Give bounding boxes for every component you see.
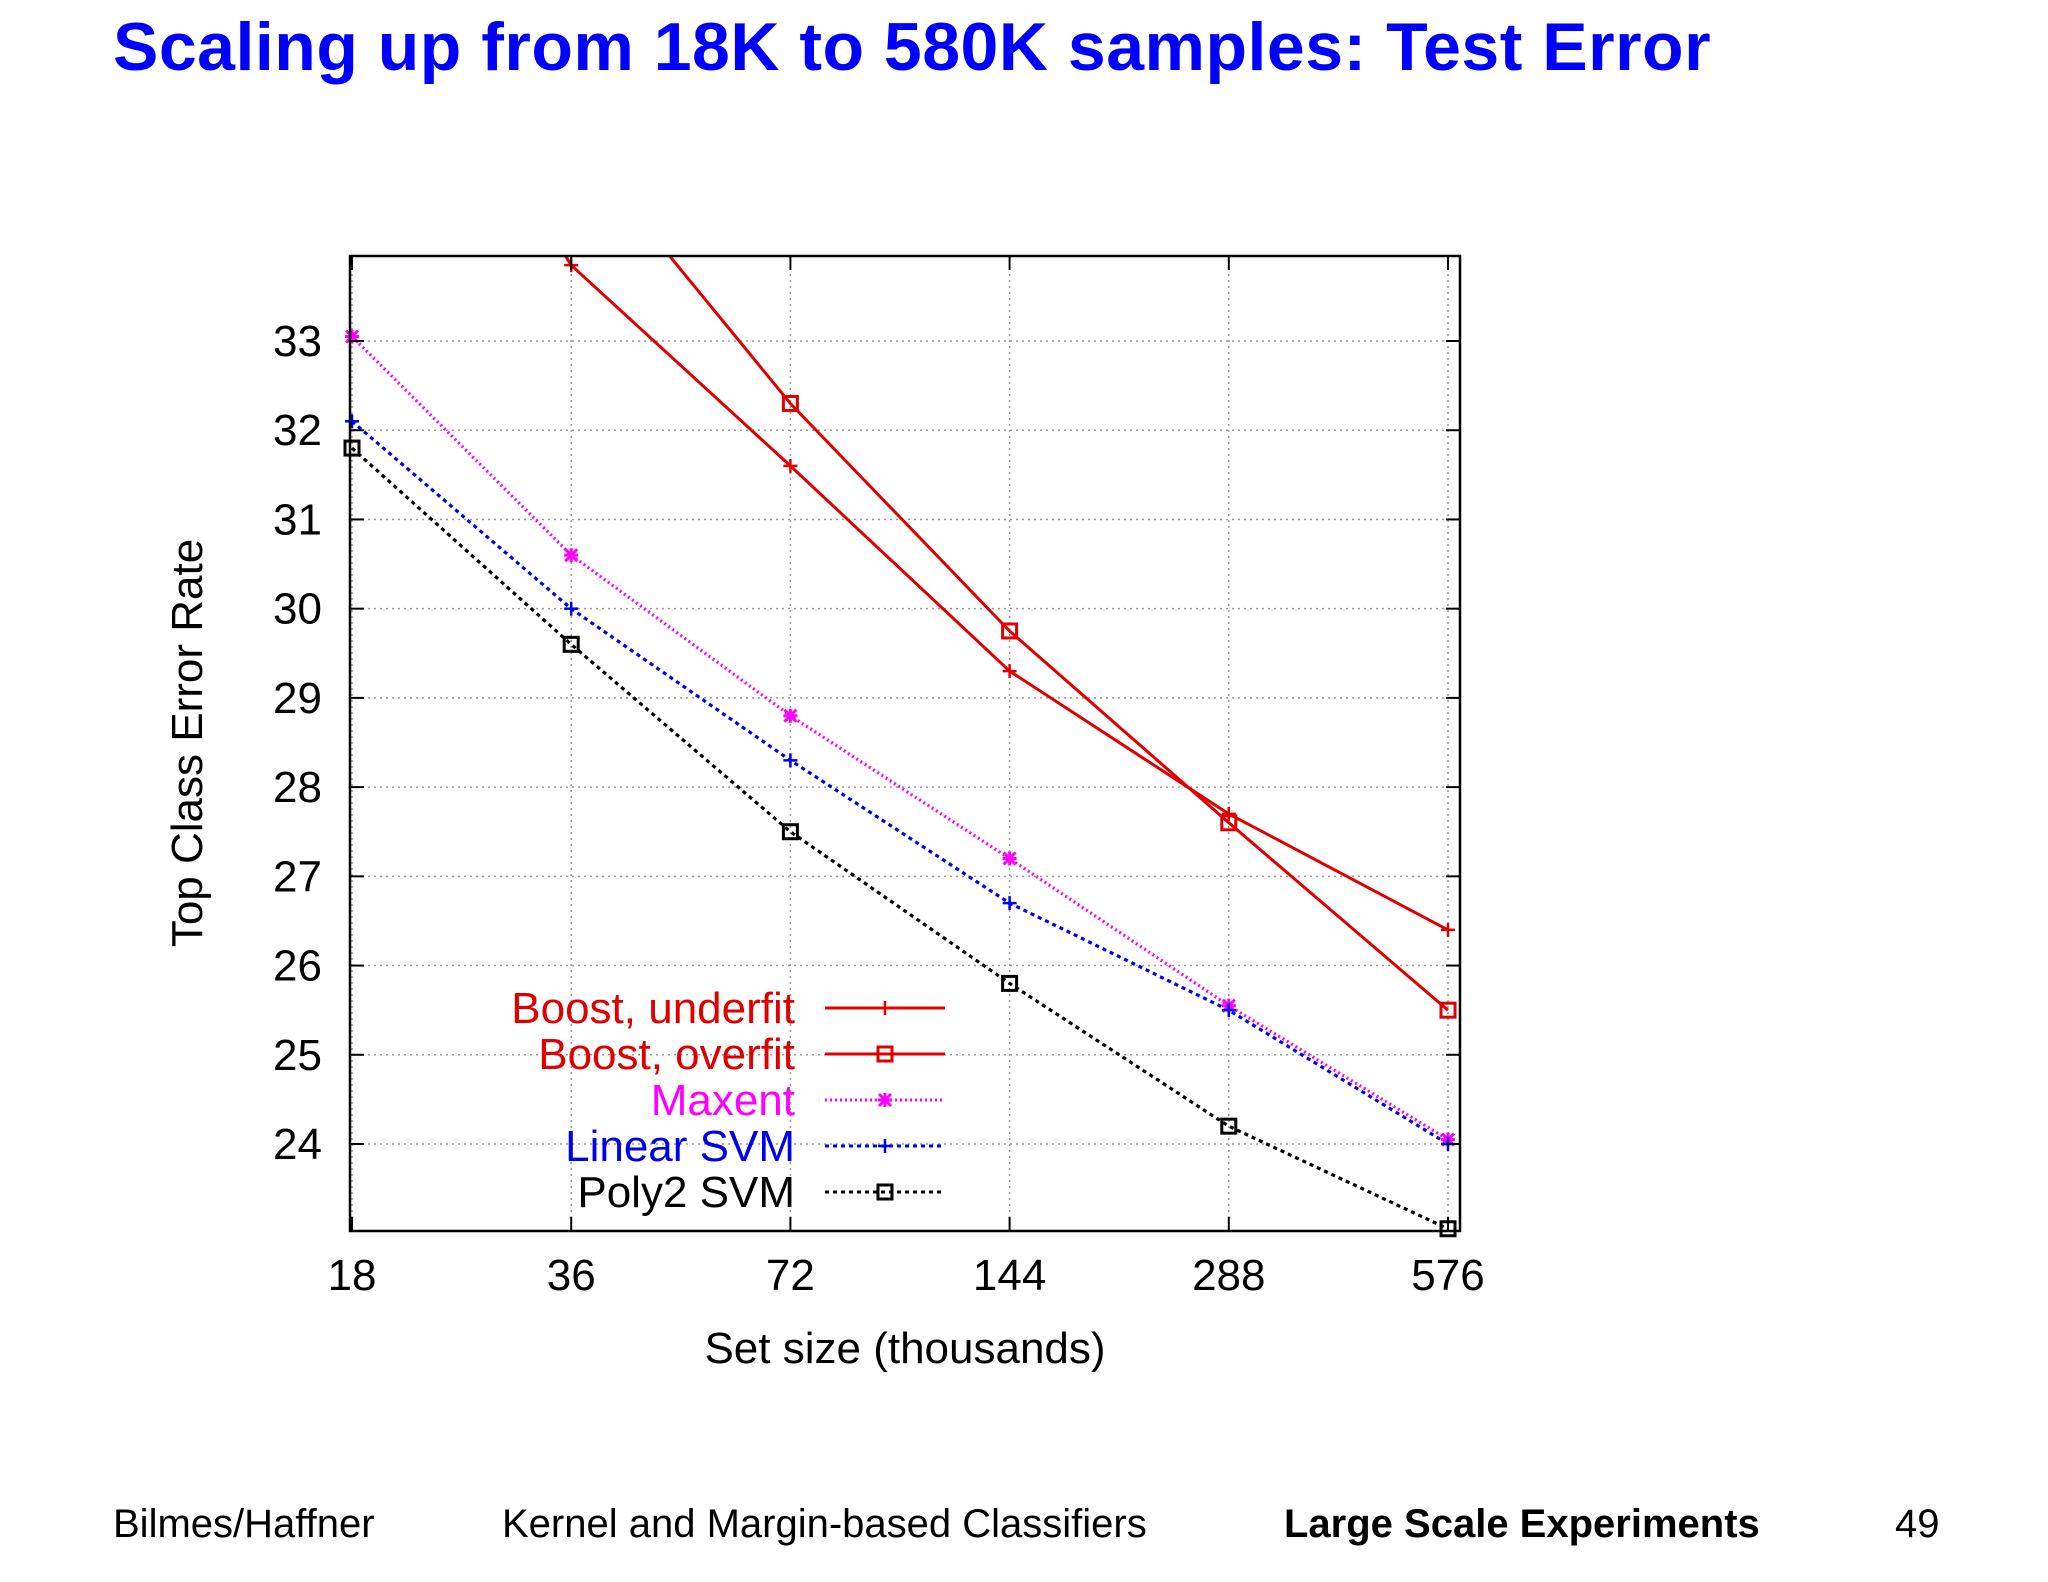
data-point-maxent — [1002, 851, 1017, 866]
marker-stroke — [781, 823, 799, 841]
legend-marker-poly2-svm — [876, 1183, 894, 1201]
legend-marker-maxent — [877, 1092, 893, 1108]
data-point-boost-overfit — [781, 394, 799, 412]
legend-marker-linear-svm — [878, 1139, 892, 1153]
footer-section: Large Scale Experiments — [1284, 1502, 1760, 1546]
data-point-poly2-svm — [562, 635, 580, 653]
y-tick-label: 25 — [273, 1031, 322, 1080]
data-point-poly2-svm — [1220, 1117, 1238, 1135]
data-point-linear-svm — [1221, 1003, 1236, 1018]
data-point-boost-underfit — [1002, 664, 1017, 679]
data-point-linear-svm — [783, 753, 798, 768]
series-layer — [350, 256, 1449, 1231]
grid-layer — [350, 256, 1460, 1231]
marker-stroke — [564, 548, 579, 563]
marker-stroke — [562, 635, 580, 653]
y-tick-label: 28 — [273, 763, 322, 812]
data-point-boost-underfit — [1441, 922, 1455, 937]
x-tick-label: 72 — [766, 1251, 815, 1300]
y-tick-label: 24 — [273, 1120, 322, 1169]
data-point-boost-overfit — [1001, 622, 1019, 640]
marker-stroke — [1002, 851, 1017, 866]
series-line-poly2-svm — [350, 446, 1449, 1231]
series-line-boost-overfit — [667, 256, 1449, 1012]
marker-stroke — [877, 1092, 893, 1108]
data-point-linear-svm — [564, 601, 579, 616]
y-tick-label: 29 — [273, 674, 322, 723]
y-tick-label: 30 — [273, 585, 322, 634]
marker-stroke — [876, 1045, 894, 1063]
legend-label-maxent: Maxent — [651, 1076, 795, 1125]
x-tick-label: 144 — [973, 1251, 1046, 1300]
data-point-boost-overfit — [1439, 1001, 1457, 1019]
marker-stroke — [344, 329, 360, 344]
y-tick-label: 33 — [273, 317, 322, 366]
marker-stroke — [343, 439, 361, 457]
series-line-linear-svm — [350, 420, 1449, 1146]
data-point-maxent — [783, 708, 798, 723]
marker-stroke — [1220, 814, 1238, 832]
y-tick-label: 27 — [273, 852, 322, 901]
y-tick-label: 32 — [273, 406, 322, 455]
footer-course: Kernel and Margin-based Classifiers — [502, 1502, 1147, 1546]
marker-stroke — [781, 394, 799, 412]
x-axis-label: Set size (thousands) — [704, 1324, 1105, 1373]
data-point-maxent — [564, 548, 579, 563]
legend-marker-boost-underfit — [878, 1001, 892, 1015]
data-point-poly2-svm — [781, 823, 799, 841]
series-line-boost-underfit — [563, 256, 1449, 932]
data-point-boost-underfit — [783, 458, 798, 473]
marker-stroke — [1220, 1117, 1238, 1135]
data-point-linear-svm — [1002, 896, 1017, 911]
legend-label-boost-underfit: Boost, underfit — [511, 984, 795, 1033]
y-tick-label: 26 — [273, 942, 322, 991]
marker-layer — [343, 258, 1457, 1238]
y-tick-label: 31 — [273, 495, 322, 544]
marker-stroke — [876, 1183, 894, 1201]
marker-stroke — [1001, 622, 1019, 640]
y-axis-label: Top Class Error Rate — [163, 539, 212, 947]
slide-title: Scaling up from 18K to 580K samples: Tes… — [113, 9, 1712, 85]
data-point-boost-underfit — [1221, 806, 1236, 821]
data-point-poly2-svm — [1001, 974, 1019, 992]
x-tick-label: 576 — [1411, 1251, 1484, 1300]
footer-author: Bilmes/Haffner — [113, 1502, 375, 1546]
legend-marker-boost-overfit — [876, 1045, 894, 1063]
plot-frame — [348, 254, 1462, 1233]
data-point-poly2-svm — [343, 439, 361, 457]
tick-layer: 24 25 26 27 28 29 30 31 32 33 18 36 72 144 288 576 — [273, 256, 1485, 1300]
legend-label-boost-overfit: Boost, overfit — [538, 1030, 795, 1079]
marker-stroke — [783, 708, 798, 723]
marker-stroke — [1439, 1001, 1457, 1019]
legend-label-poly2-svm: Poly2 SVM — [577, 1168, 795, 1217]
page-number: 49 — [1895, 1502, 1940, 1546]
legend-label-linear-svm: Linear SVM — [565, 1122, 795, 1171]
x-tick-label: 18 — [328, 1251, 377, 1300]
data-point-linear-svm — [345, 414, 359, 429]
x-tick-label: 288 — [1192, 1251, 1265, 1300]
data-point-boost-overfit — [1220, 814, 1238, 832]
x-tick-label: 36 — [547, 1251, 596, 1300]
marker-stroke — [1001, 974, 1019, 992]
